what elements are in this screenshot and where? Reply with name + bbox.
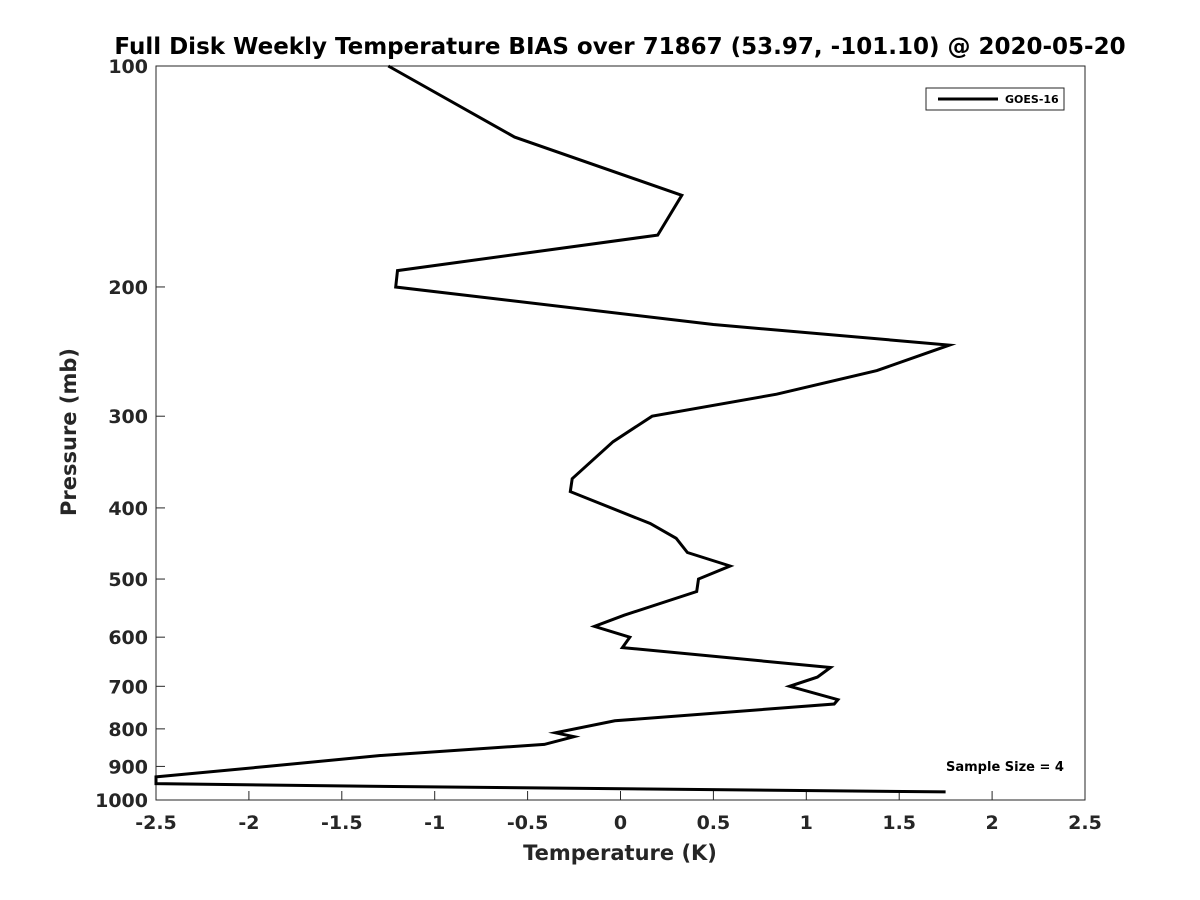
y-tick-label: 600 xyxy=(108,627,148,649)
y-tick-label: 700 xyxy=(108,676,148,698)
series-layer xyxy=(154,64,957,794)
y-axis-label: Pressure (mb) xyxy=(57,348,81,516)
y-tick-label: 1000 xyxy=(95,790,148,812)
x-axis-ticks: -2.5 -2 -1.5 -1 -0.5 0 0.5 1 1.5 2 2.5 xyxy=(135,791,1102,834)
y-tick-label: 900 xyxy=(108,756,148,778)
y-tick-label: 800 xyxy=(108,719,148,741)
x-tick-label: -1 xyxy=(424,812,445,834)
chart-title: Full Disk Weekly Temperature BIAS over 7… xyxy=(114,34,1125,60)
x-tick-label: -1.5 xyxy=(321,812,363,834)
x-tick-label: -2.5 xyxy=(135,812,177,834)
x-axis-label: Temperature (K) xyxy=(523,841,717,865)
x-tick-label: 2 xyxy=(985,812,998,834)
y-tick-label: 500 xyxy=(108,569,148,591)
legend-label-goes-16: GOES-16 xyxy=(1005,93,1059,106)
y-tick-label: 200 xyxy=(108,277,148,299)
legend: GOES-16 xyxy=(925,87,1065,111)
x-tick-label: 1.5 xyxy=(882,812,916,834)
x-tick-label: 1 xyxy=(800,812,813,834)
x-tick-label: 0 xyxy=(614,812,627,834)
y-tick-label: 400 xyxy=(108,498,148,520)
x-tick-label: 2.5 xyxy=(1068,812,1102,834)
sample-size-annotation: Sample Size = 4 xyxy=(946,760,1064,775)
y-tick-label: 300 xyxy=(108,406,148,428)
x-tick-label: -2 xyxy=(238,812,259,834)
x-tick-label: -0.5 xyxy=(507,812,549,834)
x-tick-label: 0.5 xyxy=(697,812,731,834)
series-line-goes-16 xyxy=(154,64,957,794)
y-tick-label: 100 xyxy=(108,56,148,78)
y-axis-ticks: 100 200 300 400 500 600 700 800 900 1000 xyxy=(95,56,165,812)
